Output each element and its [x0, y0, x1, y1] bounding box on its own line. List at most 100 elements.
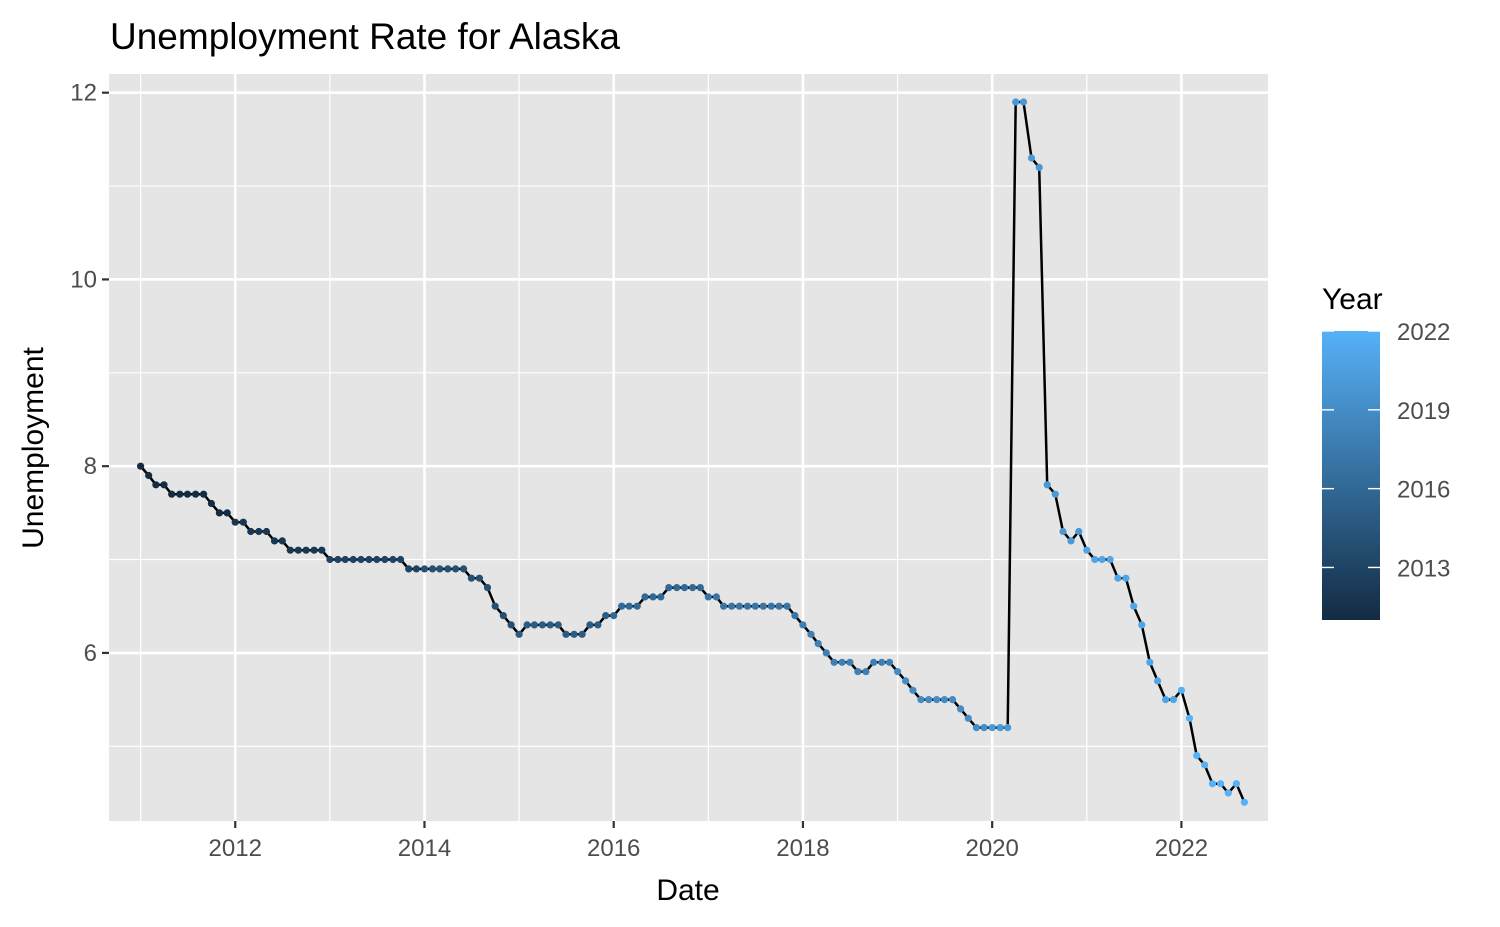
- data-point: [894, 668, 902, 676]
- data-point: [412, 565, 420, 573]
- data-point: [885, 658, 894, 666]
- data-point: [318, 546, 326, 554]
- data-point: [625, 602, 633, 610]
- data-point: [1193, 752, 1201, 760]
- data-point: [152, 481, 160, 489]
- y-tick-label: 10: [70, 266, 97, 293]
- data-point: [1012, 98, 1020, 106]
- x-tick-label: 2022: [1155, 835, 1208, 862]
- data-point: [578, 630, 586, 638]
- major-gridlines: [109, 74, 1268, 821]
- data-point: [964, 714, 972, 722]
- data-point: [294, 546, 302, 554]
- data-point: [948, 696, 957, 704]
- data-point: [822, 649, 830, 657]
- plot-panel: [109, 74, 1268, 821]
- data-point: [397, 555, 405, 564]
- data-point: [814, 640, 822, 648]
- data-point: [405, 565, 413, 573]
- data-point: [673, 584, 681, 592]
- data-point: [168, 490, 176, 498]
- data-point: [183, 490, 192, 498]
- data-point: [499, 612, 507, 620]
- x-axis: 2012 2014 2016 2018 2020 2022: [209, 821, 1208, 862]
- data-point: [452, 565, 460, 573]
- data-point: [846, 658, 854, 666]
- legend-label: 2022: [1397, 319, 1450, 346]
- data-point: [1004, 724, 1012, 732]
- data-point: [610, 612, 618, 620]
- x-tick-label: 2012: [209, 835, 262, 862]
- data-point: [862, 668, 870, 676]
- data-point: [1027, 154, 1036, 162]
- data-point: [1201, 761, 1209, 769]
- data-point: [507, 621, 515, 629]
- data-point: [783, 602, 791, 610]
- data-point: [270, 537, 279, 545]
- data-point: [137, 462, 145, 470]
- data-point: [1067, 537, 1075, 545]
- x-tick-label: 2016: [587, 835, 640, 862]
- data-point: [1091, 555, 1099, 564]
- legend-label: 2013: [1397, 555, 1450, 582]
- data-point: [1217, 780, 1225, 788]
- data-point: [602, 612, 610, 620]
- data-point: [807, 630, 815, 638]
- data-point: [475, 574, 483, 582]
- data-point: [751, 602, 759, 610]
- data-point: [759, 602, 767, 610]
- data-point: [1232, 780, 1240, 788]
- data-point: [870, 658, 878, 666]
- x-tick-label: 2014: [398, 835, 451, 862]
- data-point: [633, 602, 641, 610]
- data-point: [207, 499, 215, 508]
- data-point: [957, 705, 965, 713]
- data-point: [728, 602, 736, 610]
- data-point: [1177, 686, 1185, 694]
- data-point: [1098, 555, 1106, 564]
- legend: Year 2013 2016 2019 2022: [1322, 283, 1450, 620]
- data-point: [467, 574, 475, 582]
- data-point: [247, 527, 255, 536]
- data-point: [523, 621, 531, 629]
- y-axis: 6 8 10 12: [70, 80, 109, 667]
- data-point: [538, 621, 547, 629]
- data-point: [735, 602, 744, 610]
- data-point: [1130, 602, 1138, 610]
- data-point: [262, 527, 271, 536]
- data-point: [176, 490, 184, 498]
- colorbar: [1322, 331, 1380, 620]
- data-point: [618, 602, 626, 610]
- legend-label: 2016: [1397, 477, 1450, 504]
- data-point: [255, 527, 263, 536]
- data-point: [1240, 798, 1248, 806]
- data-point: [649, 593, 657, 601]
- data-point: [775, 602, 783, 610]
- data-point: [341, 555, 349, 564]
- minor-gridlines: [109, 74, 1268, 821]
- data-point: [980, 724, 988, 732]
- data-point: [712, 593, 721, 601]
- data-point: [1138, 621, 1146, 629]
- data-point: [1208, 780, 1217, 788]
- data-point: [420, 565, 429, 573]
- data-point: [1051, 490, 1059, 498]
- data-point: [444, 565, 452, 573]
- y-tick-label: 12: [70, 80, 97, 107]
- data-point: [491, 602, 499, 610]
- data-point: [1019, 98, 1028, 106]
- data-point: [302, 546, 310, 554]
- data-point: [365, 555, 373, 564]
- data-point: [357, 555, 365, 564]
- data-point: [373, 555, 381, 564]
- data-point: [515, 630, 523, 638]
- data-point: [1106, 555, 1114, 564]
- data-point: [704, 593, 712, 601]
- data-point: [1059, 527, 1067, 536]
- data-point: [436, 565, 444, 573]
- data-point: [1114, 574, 1122, 582]
- data-point: [854, 668, 862, 676]
- data-point: [586, 621, 594, 629]
- data-point: [925, 696, 933, 704]
